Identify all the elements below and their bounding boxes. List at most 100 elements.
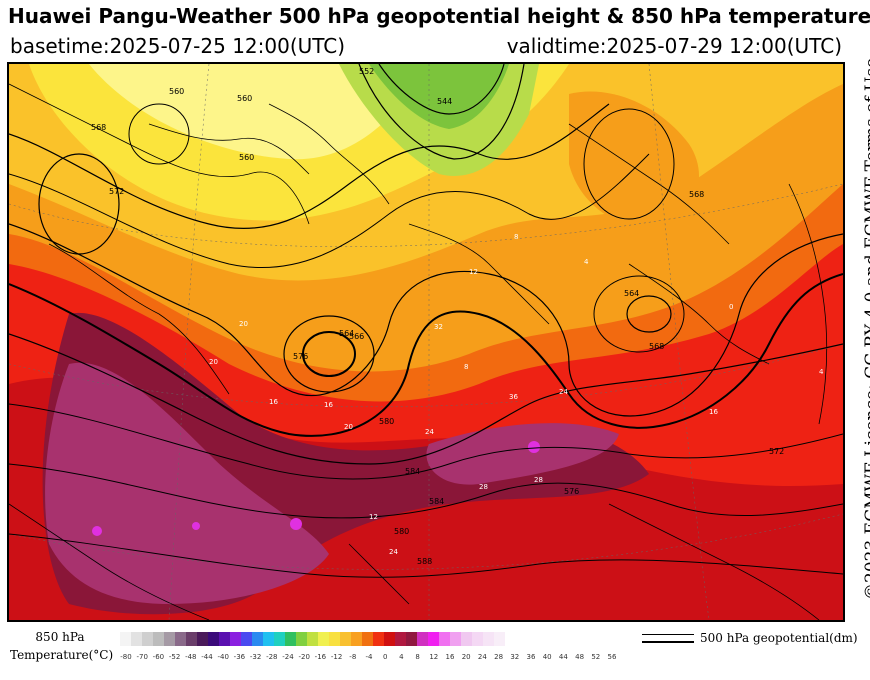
colorbar-swatch [285,632,296,646]
colorbar-swatch [252,632,263,646]
temperature-label: 20 [239,320,248,328]
contour-label: 568 [649,342,664,351]
colorbar-tick-label: 56 [607,653,617,661]
temperature-label: 24 [425,428,434,436]
colorbar-tick-label: -4 [365,653,373,661]
colorbar-tick-label: 28 [494,653,504,661]
contour-label: 552 [359,67,374,76]
colorbar-tick-label: 8 [415,653,420,661]
contour-label: 584 [429,497,444,506]
colorbar-tick-label: 52 [591,653,601,661]
colorbar-swatch [340,632,351,646]
temperature-label: 4 [584,258,589,266]
contour-label: 576 [293,352,308,361]
colorbar-tick-label: 4 [399,653,404,661]
temp-field-magenta-spot [528,441,540,453]
temperature-colorbar [120,632,505,646]
colorbar-swatch [230,632,241,646]
contour-label: 572 [109,187,124,196]
contour-label: 560 [237,94,252,103]
temperature-label: 16 [324,401,333,409]
colorbar-swatch [329,632,340,646]
colorbar-swatch [395,632,406,646]
temp-field-purple [45,362,329,604]
colorbar-tick-label: 40 [542,653,552,661]
temperature-label: 28 [534,476,543,484]
contour-label: 568 [91,123,106,132]
colorbar-swatch [351,632,362,646]
colorbar-tick-label: -16 [314,653,327,661]
contour-label: 580 [394,527,409,536]
temp-field-pale-yellow [89,64,419,160]
temperature-label: 16 [269,398,278,406]
colorbar-swatch [208,632,219,646]
temp-field-purple-east [426,423,619,485]
coastlines [9,83,828,620]
colorbar-tick-label: 20 [461,653,471,661]
colorbar-swatch [472,632,483,646]
temperature-label: 24 [389,548,398,556]
graticule [9,64,843,620]
temperature-label: 24 [559,388,568,396]
colorbar-swatch [186,632,197,646]
basetime-label: basetime:2025-07-25 12:00(UTC) [10,34,346,58]
contour-labels: 560 564 568 572 576 580 584 588 584 580 576 566 572 5… [91,67,784,566]
colorbar-swatch [219,632,230,646]
contour-label: 560 [239,153,254,162]
colorbar-swatch [131,632,142,646]
copyright-credit: ©2023 ECMWF Licence: CC BY 4.0 and ECMWF… [862,57,870,600]
colorbar-swatch [164,632,175,646]
contour-label: 568 [689,190,704,199]
colorbar-swatch [318,632,329,646]
colorbar-swatch [439,632,450,646]
colorbar-tick-label: 36 [526,653,536,661]
colorbar-tick-label: -8 [349,653,357,661]
temperature-legend-title-line1: 850 hPa [35,630,85,644]
geopotential-contours [9,64,843,578]
colorbar-swatch [142,632,153,646]
colorbar-swatch [461,632,472,646]
colorbar-swatch [417,632,428,646]
colorbar-tick-label: -24 [282,653,294,661]
colorbar-tick-label: -28 [266,653,278,661]
contour-legend-thin-line [642,634,694,635]
temperature-label: 8 [514,233,518,241]
colorbar-tick-label: 12 [429,653,439,661]
contour-label: 560 [169,87,184,96]
colorbar-tick-label: -60 [152,653,165,661]
contour-label: 564 [339,329,354,338]
map-canvas: 560 564 568 572 576 580 584 588 584 580 576 566 572 5… [9,64,843,620]
contour-label: 572 [769,447,784,456]
colorbar-tick-label: 0 [382,653,388,661]
colorbar-swatch [362,632,373,646]
weather-map: 560 564 568 572 576 580 584 588 584 580 576 566 572 5… [7,62,845,622]
colorbar-tick-label: -48 [185,653,197,661]
colorbar-swatch [428,632,439,646]
colorbar-swatch [494,632,505,646]
colorbar-tick-label: -40 [217,653,229,661]
colorbar-swatch [175,632,186,646]
temp-field-magenta-spot [192,522,200,530]
temperature-labels: 12 16 20 24 28 12 8 4 8 16 20 24 32 36 28 24 20 16 0 4 [209,233,824,556]
temperature-label: 12 [469,268,478,276]
contour-label: 584 [405,467,420,476]
temperature-label: 28 [479,483,488,491]
contour-label: 566 [349,332,364,341]
colorbar-tick-label: 44 [558,653,568,661]
temperature-legend-title-line2: Temperature(°C) [10,648,114,662]
colorbar-swatch [307,632,318,646]
validtime-label: validtime:2025-07-29 12:00(UTC) [506,34,842,58]
colorbar-tick-label: -12 [330,653,343,661]
colorbar-tick-label: -36 [233,653,246,661]
colorbar-tick-label: -20 [298,653,310,661]
colorbar-swatch [241,632,252,646]
colorbar-tick-label: 16 [445,653,455,661]
colorbar-swatch [296,632,307,646]
temperature-label: 16 [709,408,718,416]
colorbar-swatch [153,632,164,646]
colorbar-swatch [373,632,384,646]
temperature-label: 20 [209,358,218,366]
contour-label: 588 [417,557,432,566]
temperature-label: 32 [434,323,443,331]
colorbar-tick-label: -32 [249,653,262,661]
